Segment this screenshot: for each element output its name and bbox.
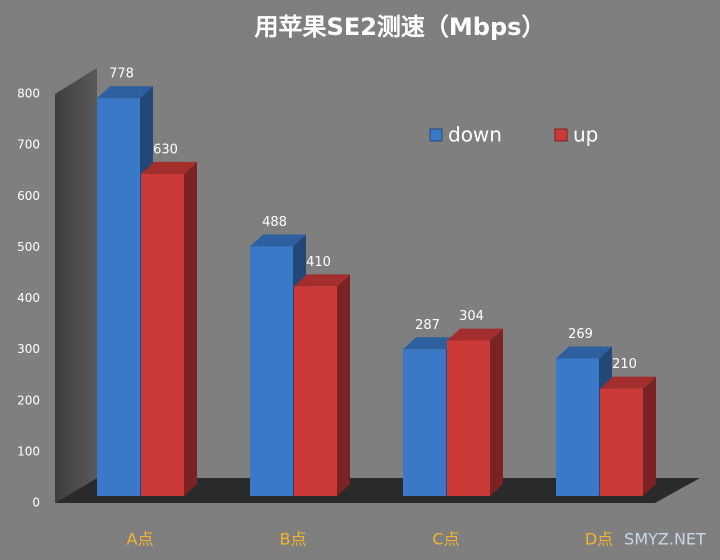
y-tick-label: 300 (17, 342, 40, 356)
x-tick-label: C点 (432, 530, 459, 549)
legend-label: up (573, 123, 598, 147)
side-wall (55, 68, 97, 503)
y-tick-label: 400 (17, 291, 40, 305)
bar-top (447, 328, 503, 341)
legend-swatch (554, 128, 568, 142)
bar (600, 388, 643, 496)
y-tick-label: 800 (17, 87, 40, 101)
value-label: 630 (153, 142, 178, 157)
chart-title: 用苹果SE2测速（Mbps） (255, 13, 546, 41)
bar (250, 246, 293, 496)
bar-side (184, 161, 197, 496)
watermark: SMYZ.NET (624, 530, 706, 549)
bar-top (556, 346, 612, 359)
bar-side (490, 328, 503, 496)
y-tick-label: 100 (17, 444, 40, 458)
y-tick-label: 600 (17, 189, 40, 203)
x-tick-label: A点 (127, 530, 154, 549)
floor (55, 478, 700, 503)
x-tick-label: D点 (585, 530, 613, 549)
value-label: 410 (306, 255, 331, 270)
y-tick-label: 200 (17, 393, 40, 407)
value-label: 304 (459, 309, 484, 324)
bar-top (250, 234, 306, 247)
bar (294, 286, 337, 496)
value-label: 287 (415, 318, 440, 333)
value-label: 269 (568, 327, 593, 342)
bar-top (97, 86, 153, 99)
bar-side (643, 376, 656, 496)
bar-top (600, 376, 656, 389)
bar (403, 349, 446, 496)
value-label: 210 (612, 357, 637, 372)
bar (556, 358, 599, 496)
bar-top (403, 337, 459, 350)
y-tick-label: 700 (17, 138, 40, 152)
y-tick-label: 0 (32, 496, 40, 510)
value-label: 778 (109, 67, 134, 82)
bar (97, 98, 140, 496)
legend-label: down (448, 123, 502, 147)
x-tick-label: B点 (280, 530, 307, 549)
y-tick-label: 500 (17, 240, 40, 254)
bar-top (294, 274, 350, 287)
bar-side (337, 274, 350, 496)
value-label: 488 (262, 215, 287, 230)
legend-swatch (429, 128, 443, 142)
bar (447, 340, 490, 496)
bar-top (141, 161, 197, 174)
bar (141, 173, 184, 496)
